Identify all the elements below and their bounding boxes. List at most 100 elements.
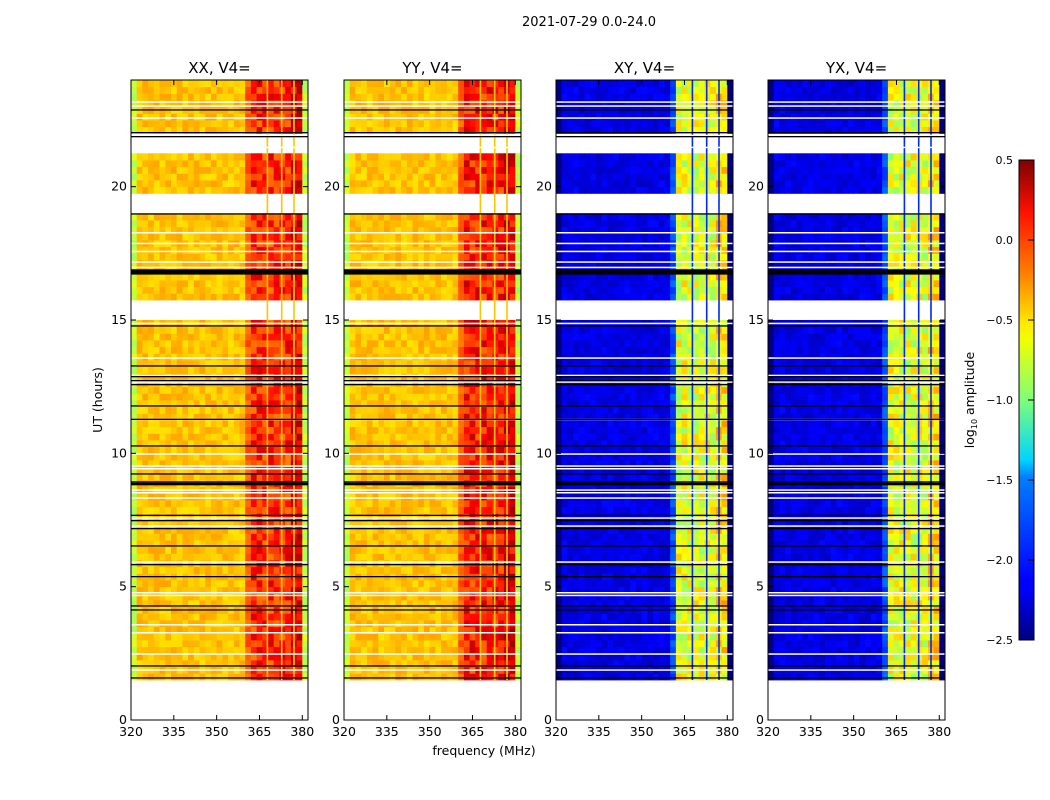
heatmap-cell	[395, 213, 402, 221]
heatmap-cell	[366, 393, 373, 401]
heatmap-cell	[199, 586, 206, 594]
heatmap-cell	[302, 386, 309, 394]
heatmap-cell	[344, 500, 351, 508]
heatmap-cell	[159, 333, 166, 341]
heatmap-cell	[199, 120, 206, 128]
heatmap-cell	[486, 413, 493, 421]
heatmap-cell	[193, 420, 200, 428]
heatmap-cell	[193, 633, 200, 641]
heatmap-cell	[165, 620, 172, 628]
heatmap-cell	[131, 160, 138, 168]
heatmap-cell	[250, 126, 257, 134]
heatmap-cell	[171, 426, 178, 434]
heatmap-cell	[458, 553, 465, 561]
heatmap-cell	[395, 173, 402, 181]
heatmap-cell	[429, 253, 436, 261]
heatmap-cell	[165, 360, 172, 368]
heatmap-cell	[296, 460, 303, 468]
heatmap-cell	[222, 393, 229, 401]
heatmap-cell	[406, 246, 413, 254]
heatmap-cell	[452, 160, 459, 168]
heatmap-cell	[378, 520, 385, 528]
heatmap-cell	[176, 600, 183, 608]
heatmap-cell	[131, 500, 138, 508]
heatmap-cell	[378, 453, 385, 461]
heatmap-cell	[481, 280, 488, 288]
heatmap-cell	[279, 613, 286, 621]
heatmap-cell	[423, 340, 430, 348]
heatmap-cell	[131, 280, 138, 288]
heatmap-cell	[176, 546, 183, 554]
heatmap-cell	[401, 346, 408, 354]
heatmap-cell	[344, 633, 351, 641]
heatmap-cell	[205, 80, 212, 88]
heatmap-cell	[188, 340, 195, 348]
heatmap-cell	[509, 553, 516, 561]
heatmap-cell	[492, 626, 499, 634]
heatmap-cell	[273, 213, 280, 221]
heatmap-cell	[216, 533, 223, 541]
gap-line	[131, 453, 308, 455]
heatmap-cell	[273, 540, 280, 548]
heatmap-cell	[153, 580, 160, 588]
heatmap-cell	[256, 620, 263, 628]
heatmap-cell	[142, 246, 149, 254]
heatmap-cell	[159, 553, 166, 561]
heatmap-cell	[273, 386, 280, 394]
heatmap-cell	[486, 426, 493, 434]
heatmap-cell	[452, 166, 459, 174]
heatmap-cell	[463, 353, 470, 361]
heatmap-cell	[452, 406, 459, 414]
x-tick-label: 350	[205, 724, 229, 739]
heatmap-cell	[429, 400, 436, 408]
heatmap-cell	[395, 533, 402, 541]
heatmap-cell	[136, 673, 143, 681]
heatmap-cell	[256, 340, 263, 348]
heatmap-cell	[279, 380, 286, 388]
heatmap-cell	[142, 500, 149, 508]
heatmap-cell	[423, 560, 430, 568]
heatmap-cell	[395, 646, 402, 654]
heatmap-cell	[131, 466, 138, 474]
heatmap-cell	[131, 646, 138, 654]
heatmap-cell	[142, 380, 149, 388]
heatmap-cell	[171, 93, 178, 101]
heatmap-cell	[159, 473, 166, 481]
heatmap-cell	[498, 413, 505, 421]
heatmap-cell	[515, 586, 522, 594]
heatmap-cell	[395, 340, 402, 348]
flag-line	[131, 365, 308, 367]
heatmap-cell	[395, 326, 402, 334]
heatmap-cell	[176, 186, 183, 194]
heatmap-cell	[256, 460, 263, 468]
heatmap-cell	[165, 253, 172, 261]
heatmap-cell	[378, 233, 385, 241]
heatmap-cell	[245, 433, 252, 441]
heatmap-cell	[239, 533, 246, 541]
heatmap-cell	[418, 293, 425, 301]
heatmap-cell	[509, 400, 516, 408]
heatmap-cell	[412, 586, 419, 594]
heatmap-cell	[446, 640, 453, 648]
heatmap-cell	[245, 540, 252, 548]
heatmap-cell	[136, 273, 143, 281]
heatmap-cell	[395, 180, 402, 188]
heatmap-cell	[406, 233, 413, 241]
heatmap-cell	[486, 626, 493, 634]
heatmap-cell	[355, 260, 362, 268]
heatmap-cell	[279, 593, 286, 601]
heatmap-cell	[262, 160, 269, 168]
heatmap-cell	[302, 640, 309, 648]
heatmap-cell	[429, 633, 436, 641]
heatmap-cell	[210, 153, 217, 161]
heatmap-cell	[492, 213, 499, 221]
heatmap-cell	[131, 413, 138, 421]
heatmap-cell	[486, 120, 493, 128]
heatmap-cell	[441, 620, 448, 628]
heatmap-cell	[401, 326, 408, 334]
heatmap-cell	[401, 173, 408, 181]
heatmap-cell	[435, 420, 442, 428]
heatmap-cell	[210, 340, 217, 348]
heatmap-cell	[285, 500, 292, 508]
flag-line	[131, 481, 308, 483]
